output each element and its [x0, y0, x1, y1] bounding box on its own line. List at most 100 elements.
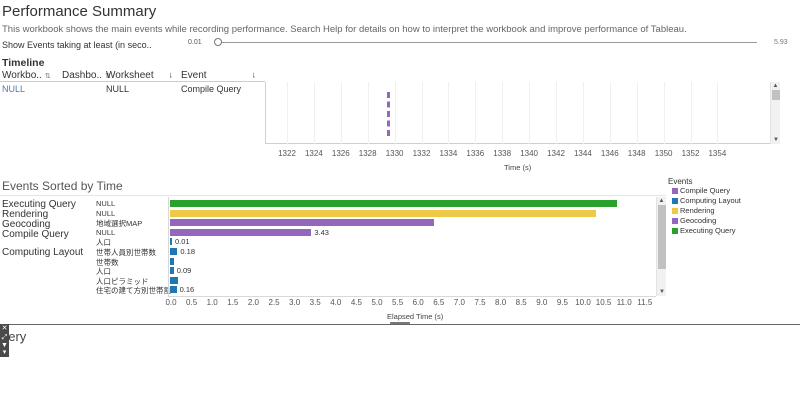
timeline-gridline	[529, 82, 531, 144]
legend-label: Compile Query	[680, 186, 731, 195]
worksheet-label: 人口ピラミッド	[96, 276, 149, 286]
timeline-tick-label: 1350	[654, 149, 673, 158]
event-bar[interactable]	[170, 248, 178, 255]
timeline-title: Timeline	[2, 57, 45, 69]
events-tick-label: 6.5	[433, 298, 445, 307]
column-header-event[interactable]: Event ⇂	[181, 70, 256, 81]
event-bar[interactable]	[170, 286, 177, 294]
sort-icon[interactable]: ⇂	[167, 73, 174, 80]
worksheet-label: 世帯数	[96, 257, 119, 267]
timeline-gridline	[394, 82, 396, 144]
timeline-event-marker[interactable]	[386, 92, 390, 136]
scroll-down-arrow[interactable]: ▼	[659, 289, 665, 295]
scroll-thumb[interactable]	[772, 90, 780, 100]
legend-swatch	[672, 218, 678, 224]
expand-icon[interactable]: ⤢	[1, 334, 8, 341]
cell-worksheet[interactable]: NULL	[106, 84, 130, 94]
worksheet-label: NULL	[96, 227, 116, 237]
legend-item-executing-query[interactable]: Executing Query	[672, 226, 735, 235]
events-tick-label: 6.0	[412, 298, 424, 307]
event-bar[interactable]	[170, 219, 434, 227]
event-bar[interactable]	[170, 209, 597, 217]
legend-label: Rendering	[680, 206, 715, 215]
timeline-axis-title: Time (s)	[504, 163, 532, 172]
column-header-label: Worksheet	[106, 70, 154, 81]
timeline-tick-label: 1336	[466, 149, 485, 158]
timeline-gridline	[582, 82, 584, 144]
bar-value-label: 0.18	[180, 247, 196, 256]
timeline-gridline	[690, 82, 692, 144]
events-tick-label: 8.5	[515, 298, 527, 307]
cell-event[interactable]: Compile Query	[181, 84, 242, 94]
timeline-gridline	[340, 82, 342, 144]
sort-icon[interactable]: ⇅	[105, 73, 111, 80]
cell-workbook[interactable]: NULL	[2, 84, 26, 94]
side-toolbar	[0, 324, 9, 357]
slider-track[interactable]	[219, 42, 757, 43]
timeline-gridline	[502, 82, 504, 144]
events-tick-label: 7.0	[453, 298, 465, 307]
column-header-worksheet[interactable]: Worksheet ⇂	[106, 70, 174, 81]
events-tick-label: 11.5	[637, 298, 653, 307]
scroll-thumb[interactable]	[658, 205, 666, 269]
timeline-gridline	[609, 82, 611, 144]
legend-swatch	[672, 198, 678, 204]
legend-item-rendering[interactable]: Rendering	[672, 206, 715, 215]
events-tick-label: 1.5	[227, 298, 239, 307]
event-bar[interactable]	[170, 257, 175, 265]
event-bar[interactable]	[170, 228, 312, 236]
events-tick-label: 9.5	[556, 298, 568, 307]
events-tick-label: 2.0	[247, 298, 259, 307]
timeline-tick-label: 1352	[681, 149, 700, 158]
timeline-gridline	[448, 82, 450, 144]
events-tick-label: 2.5	[268, 298, 280, 307]
event-group-label: Executing Query	[2, 199, 76, 210]
timeline-tick-label: 1354	[708, 149, 727, 158]
bottom-panel	[0, 324, 800, 404]
timeline-tick-label: 1328	[358, 149, 377, 158]
events-scrollbar[interactable]: ▲ ▼	[656, 197, 666, 296]
worksheet-label: 地域選択MAP	[96, 219, 143, 229]
timeline-tick-label: 1326	[331, 149, 350, 158]
event-group-label: Geocoding	[2, 219, 51, 230]
bar-axis-line	[168, 197, 169, 297]
events-tick-label: 8.0	[495, 298, 507, 307]
slider-handle[interactable]	[214, 38, 222, 46]
events-section-title: Events Sorted by Time	[2, 179, 123, 193]
event-bar[interactable]	[170, 238, 172, 246]
column-header-workbook[interactable]: Workbo.. ⇅	[2, 70, 51, 81]
timeline-tick-label: 1344	[573, 149, 592, 158]
filter-icon[interactable]: ▼	[1, 342, 8, 349]
timeline-plot[interactable]	[265, 82, 770, 144]
timeline-gridline	[421, 82, 423, 144]
slider-max-value: 5.93	[774, 39, 788, 46]
events-tick-label: 5.0	[371, 298, 383, 307]
scroll-up-arrow[interactable]: ▲	[658, 198, 665, 204]
legend-label: Geocoding	[680, 216, 717, 225]
legend-item-compile-query[interactable]: Compile Query	[672, 186, 730, 195]
legend-swatch	[672, 188, 678, 194]
event-bar[interactable]	[170, 276, 179, 284]
events-tick-label: 0.0	[165, 298, 177, 307]
events-tick-label: 3.5	[309, 298, 321, 307]
bar-value-label: 3.43	[314, 227, 329, 237]
event-bar[interactable]	[170, 267, 174, 275]
legend-item-computing-layout[interactable]: Computing Layout	[672, 196, 741, 205]
dropdown-icon[interactable]: ▾	[2, 349, 7, 356]
bar-baseline	[168, 296, 656, 297]
column-header-dashboard[interactable]: Dashbo.. ⇅	[62, 70, 111, 81]
sort-icon[interactable]: ⇂	[250, 73, 257, 80]
timeline-scrollbar[interactable]: ▲ ▼	[770, 82, 780, 144]
sort-icon[interactable]: ⇅	[44, 73, 51, 80]
event-bar[interactable]	[170, 200, 618, 207]
panel-resize-handle[interactable]	[390, 322, 410, 325]
slider-min-value: 0.01	[188, 39, 202, 46]
legend-label: Executing Query	[680, 226, 736, 235]
events-tick-label: 4.0	[330, 298, 342, 307]
timeline-tick-label: 1330	[385, 149, 404, 158]
close-icon[interactable]: ✕	[1, 325, 8, 332]
scroll-up-arrow[interactable]: ▲	[772, 83, 779, 89]
events-tick-label: 10.0	[575, 298, 591, 307]
scroll-down-arrow[interactable]: ▼	[773, 137, 779, 143]
legend-item-geocoding[interactable]: Geocoding	[672, 216, 716, 225]
